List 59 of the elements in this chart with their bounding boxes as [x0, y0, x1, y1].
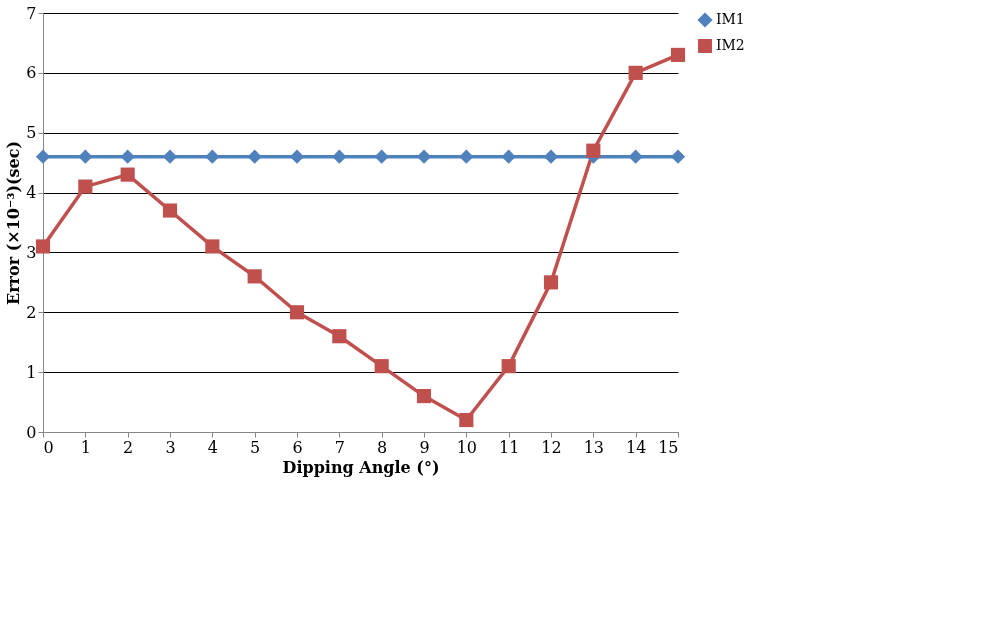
point: [628, 149, 643, 164]
point: [543, 275, 559, 290]
y-tick-label: 1: [26, 362, 37, 382]
point: [459, 149, 474, 164]
point: [289, 149, 305, 164]
x-tick-label: 1: [80, 437, 91, 457]
point: [247, 149, 262, 164]
point: [247, 269, 262, 284]
x-tick-label: 4: [207, 437, 218, 457]
point: [289, 305, 305, 320]
y-tick-label: 6: [26, 63, 37, 83]
y-tick-label: 2: [26, 302, 37, 322]
y-tick-label: 7: [26, 3, 37, 23]
x-tick-label: 9: [419, 437, 430, 457]
point: [162, 203, 178, 218]
point: [35, 149, 51, 164]
legend-label: IM2: [716, 37, 745, 53]
point: [374, 149, 389, 164]
point: [78, 179, 93, 194]
point: [35, 239, 51, 254]
x-tick-label: 3: [165, 437, 176, 457]
point: [416, 389, 432, 404]
x-tick-label: 0: [43, 437, 54, 457]
x-tick-label: 14: [625, 437, 647, 457]
x-tick-label: 5: [250, 437, 261, 457]
x-axis-title: Dipping Angle (°): [282, 457, 440, 477]
y-tick-label: 0: [26, 422, 37, 442]
point: [162, 149, 178, 164]
point: [501, 359, 516, 374]
point: [332, 329, 347, 344]
x-tick-label: 13: [583, 437, 605, 457]
x-tick-label: 10: [456, 437, 478, 457]
x-tick-label: 8: [377, 437, 388, 457]
y-axis-title: Error (×10⁻³)(sec): [4, 140, 24, 306]
point: [501, 149, 516, 164]
x-tick-label: 15: [658, 437, 679, 457]
x-tick-label: 12: [541, 437, 562, 457]
point: [543, 149, 559, 164]
legend-label: IM1: [716, 11, 745, 27]
point: [670, 149, 686, 164]
y-tick-label: 5: [26, 123, 37, 143]
point: [120, 149, 135, 164]
y-tick-label: 4: [26, 183, 37, 203]
point: [78, 149, 93, 164]
x-tick-label: 7: [334, 437, 345, 457]
x-tick-label: 2: [123, 437, 134, 457]
point: [120, 167, 135, 182]
point: [374, 359, 389, 374]
point: [670, 47, 686, 62]
point: [332, 149, 347, 164]
point: [205, 149, 220, 164]
x-tick-label: 6: [292, 437, 303, 457]
point: [205, 239, 220, 254]
point: [628, 65, 643, 80]
y-tick-label: 3: [26, 242, 37, 262]
point: [586, 143, 601, 158]
point: [459, 412, 474, 428]
point: [416, 149, 432, 164]
x-tick-label: 11: [498, 437, 520, 457]
